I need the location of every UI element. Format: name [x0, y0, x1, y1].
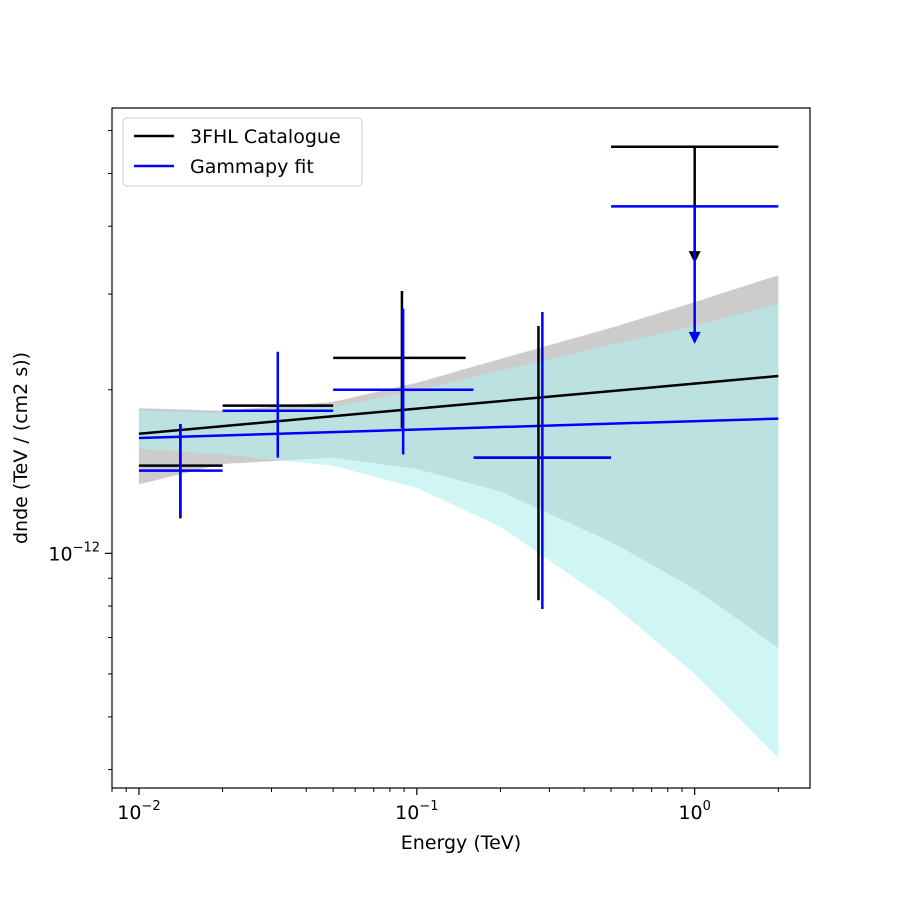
legend: 3FHL Catalogue Gammapy fit	[122, 117, 363, 187]
model-lines	[138, 374, 779, 440]
legend-label-gammapy: Gammapy fit	[190, 156, 314, 178]
data-point-gammapy-5	[611, 205, 779, 344]
data-point-gammapy-4	[473, 312, 612, 609]
legend-box	[122, 117, 363, 187]
data-point-gammapy-1	[138, 423, 223, 517]
flux-points	[138, 145, 779, 609]
plot-frame	[111, 107, 811, 789]
x-tick-label: 100	[678, 799, 710, 824]
model-line-3fhl	[138, 374, 779, 435]
confidence-bands	[138, 275, 779, 759]
x-tick-label: 10−1	[395, 799, 438, 824]
upper-limit-arrow-icon	[688, 331, 701, 344]
y-tick-label: 10−12	[48, 540, 100, 565]
data-point-gammapy-3	[333, 308, 474, 455]
x-tick-label: 10−2	[117, 799, 160, 824]
x-axis-label: Energy (TeV)	[401, 832, 521, 854]
confidence-band-gammapy	[138, 303, 779, 759]
legend-label-3fhl: 3FHL Catalogue	[190, 126, 341, 148]
y-axis-label: dnde (TeV / (cm2 s))	[10, 352, 32, 544]
model-line-gammapy	[138, 417, 779, 440]
data-point-gammapy-2	[222, 351, 334, 458]
axis-ticks: 10−2 10−1 100 10−12	[48, 129, 779, 824]
